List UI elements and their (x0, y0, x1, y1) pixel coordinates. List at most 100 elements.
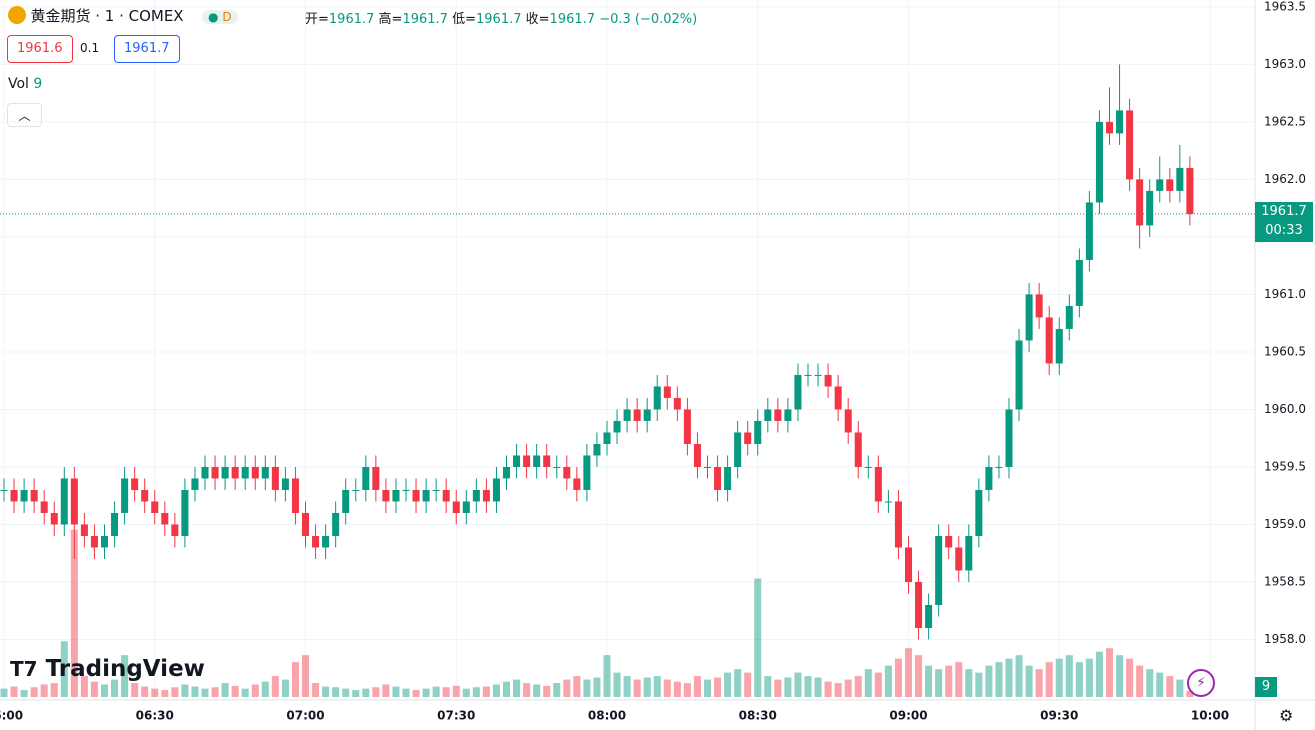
x-tick-label: 07:30 (437, 709, 475, 723)
bid[interactable]: 1961.6 (7, 35, 73, 63)
candle-body (764, 409, 772, 421)
candle-body (50, 512, 58, 525)
candle-body (583, 455, 591, 490)
volume-bar (412, 690, 420, 697)
ohlc: 开=1961.7 高=1961.7 低=1961.7 收=1961.7 −0.3… (305, 8, 697, 27)
candle-body (603, 432, 611, 444)
candle-body (844, 409, 852, 433)
candle-body (593, 443, 601, 456)
volume-bar (1146, 669, 1154, 697)
volume-bar (30, 687, 38, 697)
volume-bar (291, 662, 299, 697)
y-tick-label: 1960.5 (1264, 344, 1306, 358)
volume-bar (342, 688, 350, 697)
volume-bar (935, 669, 943, 697)
candle-body (663, 386, 671, 398)
volume-bar (593, 677, 601, 697)
candle-body (151, 501, 159, 513)
volume-bar (462, 688, 470, 697)
candle-body (533, 455, 541, 467)
volume-bar (1095, 651, 1103, 697)
volume-bar (623, 676, 631, 697)
candle-body (1116, 110, 1124, 134)
volume-bar (111, 679, 119, 697)
volume-bar (884, 665, 892, 697)
candle-body (1035, 294, 1043, 318)
volume-bar (583, 679, 591, 697)
alert-button[interactable]: ⚡ (1187, 669, 1215, 697)
volume-bar (161, 690, 169, 697)
volume-bar (312, 683, 320, 697)
candle-body (513, 455, 521, 467)
volume-bar (874, 672, 882, 697)
candle-body (171, 524, 179, 536)
candle-body (261, 466, 269, 479)
volume-bar (1116, 655, 1124, 697)
candle-body (1176, 167, 1184, 191)
volume-bar (362, 688, 370, 697)
candle-body (915, 581, 923, 628)
volume-bar (894, 658, 902, 697)
candle-body (0, 489, 8, 491)
x-tick-label: 09:00 (889, 709, 927, 723)
interval-badge[interactable]: ● D (202, 10, 238, 24)
candle-body (573, 478, 581, 490)
candle-body (1055, 328, 1063, 364)
candle-body (362, 466, 370, 490)
candle-body (744, 432, 752, 444)
candle-body (221, 466, 229, 479)
volume-bar (281, 679, 289, 697)
candle-body (271, 466, 279, 490)
price: 1961.7 (1261, 204, 1307, 219)
volume-bar (50, 683, 58, 697)
volume-bar (834, 683, 842, 697)
candle-body (1025, 294, 1033, 341)
candle-body (794, 374, 802, 410)
collapse-button[interactable]: ︿ (7, 103, 42, 127)
settings-button[interactable]: ⚙ (1279, 706, 1294, 725)
x-tick-label: 08:30 (739, 709, 777, 723)
ask[interactable]: 1961.7 (114, 35, 180, 63)
ohlc-label: 高= (378, 12, 403, 27)
volume-bar (683, 683, 691, 697)
volume-bar (1126, 658, 1134, 697)
vol-label: Vol (8, 76, 29, 92)
volume-bar (1156, 672, 1164, 697)
logo: 𝗧𝟳 TradingView (10, 656, 205, 682)
symbol: 黄金期货 · 1 · COMEX (30, 7, 184, 25)
price-label: 1961.7 00:33 (1255, 202, 1313, 242)
y-tick-label: 1962.0 (1264, 172, 1306, 186)
candle-body (10, 489, 18, 502)
volume-bar (271, 676, 279, 697)
candle-body (1085, 202, 1093, 260)
symbol-row: 黄金期货 · 1 · COMEX ● D (8, 5, 238, 26)
candle-body (322, 535, 330, 548)
volume-bar (1186, 690, 1194, 697)
volume-bar (0, 688, 8, 697)
candle-body (372, 466, 380, 490)
volume-bar (1065, 655, 1073, 697)
volume-bar (1015, 655, 1023, 697)
candle-body (1166, 179, 1174, 191)
candle-body (131, 478, 139, 490)
volume-bar (1176, 679, 1184, 697)
volume-bar (995, 662, 1003, 697)
candle-body (301, 512, 310, 536)
volume-bar (492, 684, 500, 697)
candle-body (70, 478, 78, 525)
volume-bar (734, 669, 742, 697)
volume-bar (100, 684, 109, 697)
x-tick-label: 07:00 (286, 709, 324, 723)
candle-body (693, 443, 701, 467)
ohlc-value: 1961.7 (402, 12, 448, 27)
ohlc-label: 收= (525, 12, 550, 27)
candle-body (894, 501, 902, 548)
volume-bar (181, 684, 189, 697)
candle-body (40, 501, 48, 513)
volume-bar (90, 681, 98, 697)
volume-bar (382, 684, 390, 697)
ohlc-value: 1961.7 (549, 12, 596, 27)
ohlc-label: 低= (452, 12, 476, 27)
candle-body (864, 466, 872, 468)
